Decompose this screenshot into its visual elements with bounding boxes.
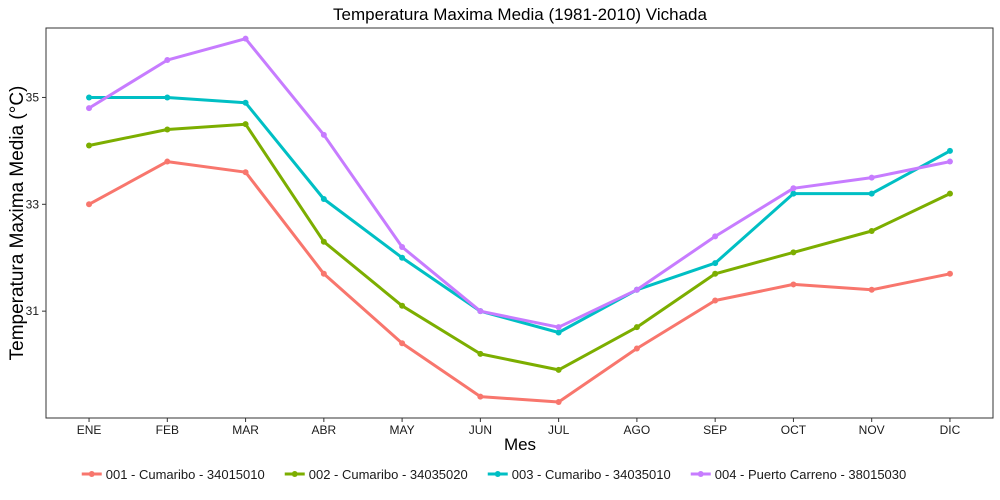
y-tick-label: 35 [26, 90, 40, 104]
chart-title: Temperatura Maxima Media (1981-2010) Vic… [333, 5, 707, 24]
data-point [946, 147, 953, 154]
x-tick-label: JUN [469, 423, 492, 437]
data-point [633, 345, 640, 352]
series-layer [86, 35, 953, 405]
data-point [946, 158, 953, 165]
x-tick-label: MAY [390, 423, 415, 437]
y-tick-label: 33 [26, 197, 40, 211]
x-tick-label: MAR [232, 423, 259, 437]
data-point [633, 286, 640, 293]
data-point [242, 121, 249, 128]
data-point [242, 169, 249, 176]
data-point [320, 131, 327, 138]
data-point [86, 105, 93, 112]
data-point [164, 126, 171, 133]
data-point [712, 260, 719, 267]
data-point [868, 190, 875, 197]
x-axis: ENE FEB MAR ABR MAY JUN JUL AGO SEP OCT NOV DIC [77, 418, 961, 437]
data-point [712, 297, 719, 304]
legend-label: 003 - Cumaribo - 34035010 [512, 467, 671, 482]
data-point [399, 340, 406, 347]
data-point [790, 190, 797, 197]
data-point [555, 329, 562, 336]
x-tick-label: ENE [77, 423, 102, 437]
data-point [790, 281, 797, 288]
series-line-4 [87, 37, 952, 329]
data-point [242, 99, 249, 106]
x-tick-label: ABR [311, 423, 336, 437]
x-axis-title: Mes [504, 435, 536, 454]
data-point [164, 57, 171, 64]
data-point [868, 174, 875, 181]
data-point [555, 398, 562, 405]
legend-key-point [88, 471, 95, 477]
legend-label: 002 - Cumaribo - 34035020 [309, 467, 468, 482]
data-point [86, 201, 93, 208]
data-point [320, 195, 327, 202]
x-tick-label: NOV [859, 423, 885, 437]
x-tick-label: JUL [548, 423, 570, 437]
series-line-3 [87, 96, 952, 334]
legend-key-point [697, 471, 704, 477]
data-point [477, 308, 484, 315]
x-tick-label: AGO [624, 423, 651, 437]
data-point [790, 185, 797, 192]
data-point [86, 142, 93, 149]
legend-label: 001 - Cumaribo - 34015010 [106, 467, 265, 482]
y-tick-label: 31 [26, 304, 40, 318]
data-point [477, 393, 484, 400]
data-point [790, 249, 797, 256]
x-tick-label: SEP [703, 423, 727, 437]
data-point [164, 94, 171, 101]
data-point [399, 254, 406, 261]
data-point [477, 350, 484, 357]
data-point [320, 270, 327, 277]
data-point [868, 286, 875, 293]
data-point [86, 94, 93, 101]
plot-panel [45, 27, 994, 419]
data-point [946, 270, 953, 277]
x-tick-label: FEB [156, 423, 179, 437]
data-point [555, 324, 562, 331]
data-point [320, 238, 327, 245]
y-axis: 31 33 35 [26, 90, 46, 318]
data-point [946, 190, 953, 197]
data-point [399, 302, 406, 309]
x-tick-label: OCT [781, 423, 807, 437]
legend: 001 - Cumaribo - 34015010 002 - Cumaribo … [81, 467, 907, 482]
data-point [868, 228, 875, 235]
data-point [712, 270, 719, 277]
data-point [633, 324, 640, 331]
series-line-1 [87, 160, 952, 404]
legend-key-point [291, 471, 298, 477]
data-point [555, 366, 562, 373]
data-point [164, 158, 171, 165]
y-axis-title: Temperatura Maxima Media (°C) [7, 86, 28, 361]
x-tick-label: DIC [940, 423, 961, 437]
legend-label: 004 - Puerto Carreno - 38015030 [715, 467, 907, 482]
data-point [242, 35, 249, 42]
legend-key-point [494, 471, 501, 477]
series-line-2 [87, 122, 952, 372]
data-point [712, 233, 719, 240]
data-point [399, 244, 406, 251]
